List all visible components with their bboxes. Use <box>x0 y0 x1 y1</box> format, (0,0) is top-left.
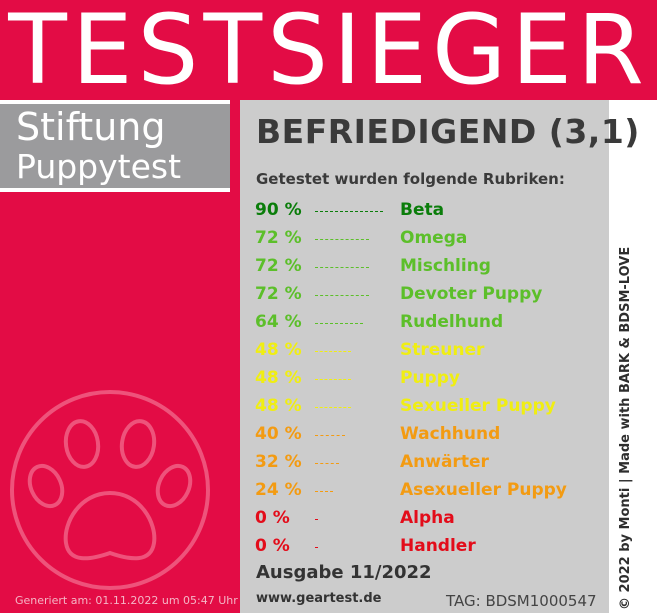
category-row: 48 % Sexueller Puppy <box>0 396 657 420</box>
category-row: 0 % Handler <box>0 536 657 560</box>
category-row: 48 % Puppy <box>0 368 657 392</box>
category-bar <box>315 379 351 380</box>
category-name: Devoter Puppy <box>400 284 543 304</box>
category-percent: 72 % <box>255 284 302 304</box>
category-percent: 90 % <box>255 200 302 220</box>
brand-line-2: Puppytest <box>16 147 182 186</box>
category-name: Alpha <box>400 508 455 528</box>
category-bar <box>315 239 369 240</box>
category-percent: 0 % <box>255 508 290 528</box>
category-name: Beta <box>400 200 445 220</box>
category-name: Puppy <box>400 368 460 388</box>
results-panel <box>240 100 609 613</box>
paw-icon <box>10 390 210 590</box>
category-percent: 32 % <box>255 452 302 472</box>
category-bar <box>315 323 363 324</box>
category-percent: 48 % <box>255 396 302 416</box>
category-name: Rudelhund <box>400 312 504 332</box>
category-bar <box>315 407 351 408</box>
brand-line-1: Stiftung <box>16 105 166 149</box>
category-name: Handler <box>400 536 476 556</box>
category-percent: 48 % <box>255 340 302 360</box>
category-row: 64 % Rudelhund <box>0 312 657 336</box>
category-row: 40 % Wachhund <box>0 424 657 448</box>
category-name: Anwärter <box>400 452 489 472</box>
brand-box: Stiftung Puppytest <box>0 100 230 192</box>
category-name: Mischling <box>400 256 491 276</box>
category-name: Streuner <box>400 340 485 360</box>
copyright-text: © 2022 by Monti | Made with BARK & BDSM-… <box>618 246 633 610</box>
category-percent: 0 % <box>255 536 290 556</box>
category-row: 32 % Anwärter <box>0 452 657 476</box>
category-bar <box>315 267 369 268</box>
category-bar <box>315 547 318 548</box>
category-bar <box>315 295 369 296</box>
category-bar <box>315 519 318 520</box>
category-row: 24 % Asexueller Puppy <box>0 480 657 504</box>
category-name: Omega <box>400 228 468 248</box>
category-name: Sexueller Puppy <box>400 396 556 416</box>
category-row: 48 % Streuner <box>0 340 657 364</box>
category-bar <box>315 463 339 464</box>
website-link[interactable]: www.geartest.de <box>256 591 382 606</box>
category-row: 72 % Omega <box>0 228 657 252</box>
generated-timestamp: Generiert am: 01.11.2022 um 05:47 Uhr <box>15 594 238 607</box>
category-row: 0 % Alpha <box>0 508 657 532</box>
rating-title: BEFRIEDIGEND (3,1) <box>256 112 640 151</box>
category-name: Asexueller Puppy <box>400 480 567 500</box>
category-percent: 64 % <box>255 312 302 332</box>
testsieger-title: TESTSIEGER <box>8 0 649 106</box>
category-row: 90 % Beta <box>0 200 657 224</box>
category-row: 72 % Mischling <box>0 256 657 280</box>
categories-subtitle: Getestet wurden folgende Rubriken: <box>256 170 565 188</box>
category-percent: 72 % <box>255 256 302 276</box>
category-bar <box>315 435 345 436</box>
category-bar <box>315 211 383 212</box>
category-bar <box>315 491 333 492</box>
copyright-strip <box>609 100 657 613</box>
category-percent: 72 % <box>255 228 302 248</box>
category-percent: 40 % <box>255 424 302 444</box>
tag-code: TAG: BDSM1000547 <box>446 592 597 610</box>
category-name: Wachhund <box>400 424 501 444</box>
issue-label: Ausgabe 11/2022 <box>256 562 432 583</box>
category-bar <box>315 351 351 352</box>
category-percent: 24 % <box>255 480 302 500</box>
category-row: 72 % Devoter Puppy <box>0 284 657 308</box>
category-percent: 48 % <box>255 368 302 388</box>
